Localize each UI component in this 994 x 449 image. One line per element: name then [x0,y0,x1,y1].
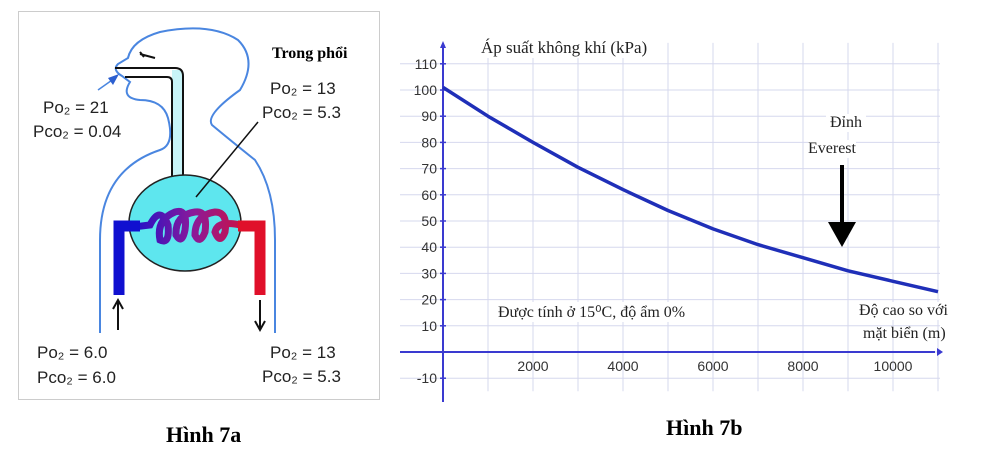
y-tick-label: 50 [421,213,437,229]
arterial-pco2: Pco₂ = 5.3 [262,367,341,386]
arrow-down-icon [254,300,266,333]
respiration-diagram [97,27,276,333]
arterial-vessel [238,220,266,295]
y-axis-arrow-icon [440,41,446,48]
y-tick-label: 20 [421,292,437,308]
inhaled-po2: Po₂ = 21 [43,98,109,117]
arrow-up-icon [112,297,124,330]
y-tick-label: 80 [421,134,437,150]
venous-po2: Po₂ = 6.0 [37,343,108,362]
x-axis-label-1: Độ cao so với [859,302,948,320]
y-tick-label: 100 [414,82,438,98]
caption-7b: Hình 7b [666,415,743,440]
x-tick-label: 10000 [874,358,913,374]
y-tick-label: 30 [421,265,437,281]
conditions-note: Được tính ở 15⁰C, độ ẩm 0% [498,302,686,322]
y-tick-label: 110 [415,56,438,72]
caption-7a: Hình 7a [166,422,242,447]
y-tick-label: 70 [421,161,437,177]
lung-po2: Po₂ = 13 [270,79,336,98]
y-tick-label: 10 [421,318,437,334]
lung-label: Trong phổi [272,45,348,62]
x-axis-label-2: mặt biển (m) [863,325,946,342]
lung-pco2: Pco₂ = 5.3 [262,103,341,122]
air-flow-icon [139,51,156,59]
everest-label-2: Everest [808,140,856,158]
venous-vessel [113,220,140,295]
arterial-po2: Po₂ = 13 [270,343,336,362]
y-tick-label: -10 [417,370,437,386]
body-outline [99,27,276,333]
inhaled-pco2: Pco₂ = 0.04 [33,122,122,141]
y-tick-label: 90 [421,108,437,124]
everest-arrow-icon [828,222,856,247]
leader-line [195,121,259,198]
figure-7a-frame [18,11,380,400]
everest-label-1: Đỉnh [826,114,866,132]
trachea [172,70,182,190]
pressure-curve [442,85,939,294]
x-tick-label: 6000 [697,358,728,374]
x-axis-arrow-icon [937,348,943,356]
x-tick-label: 4000 [607,358,638,374]
venous-pco2: Pco₂ = 6.0 [37,368,116,387]
y-axis-label: Áp suất không khí (kPa) [481,38,648,58]
capillary-coil [124,207,260,245]
y-tick-label: 40 [421,239,437,255]
x-tick-label: 2000 [517,358,548,374]
x-tick-label: 8000 [787,358,818,374]
y-tick-label: 60 [421,187,437,203]
